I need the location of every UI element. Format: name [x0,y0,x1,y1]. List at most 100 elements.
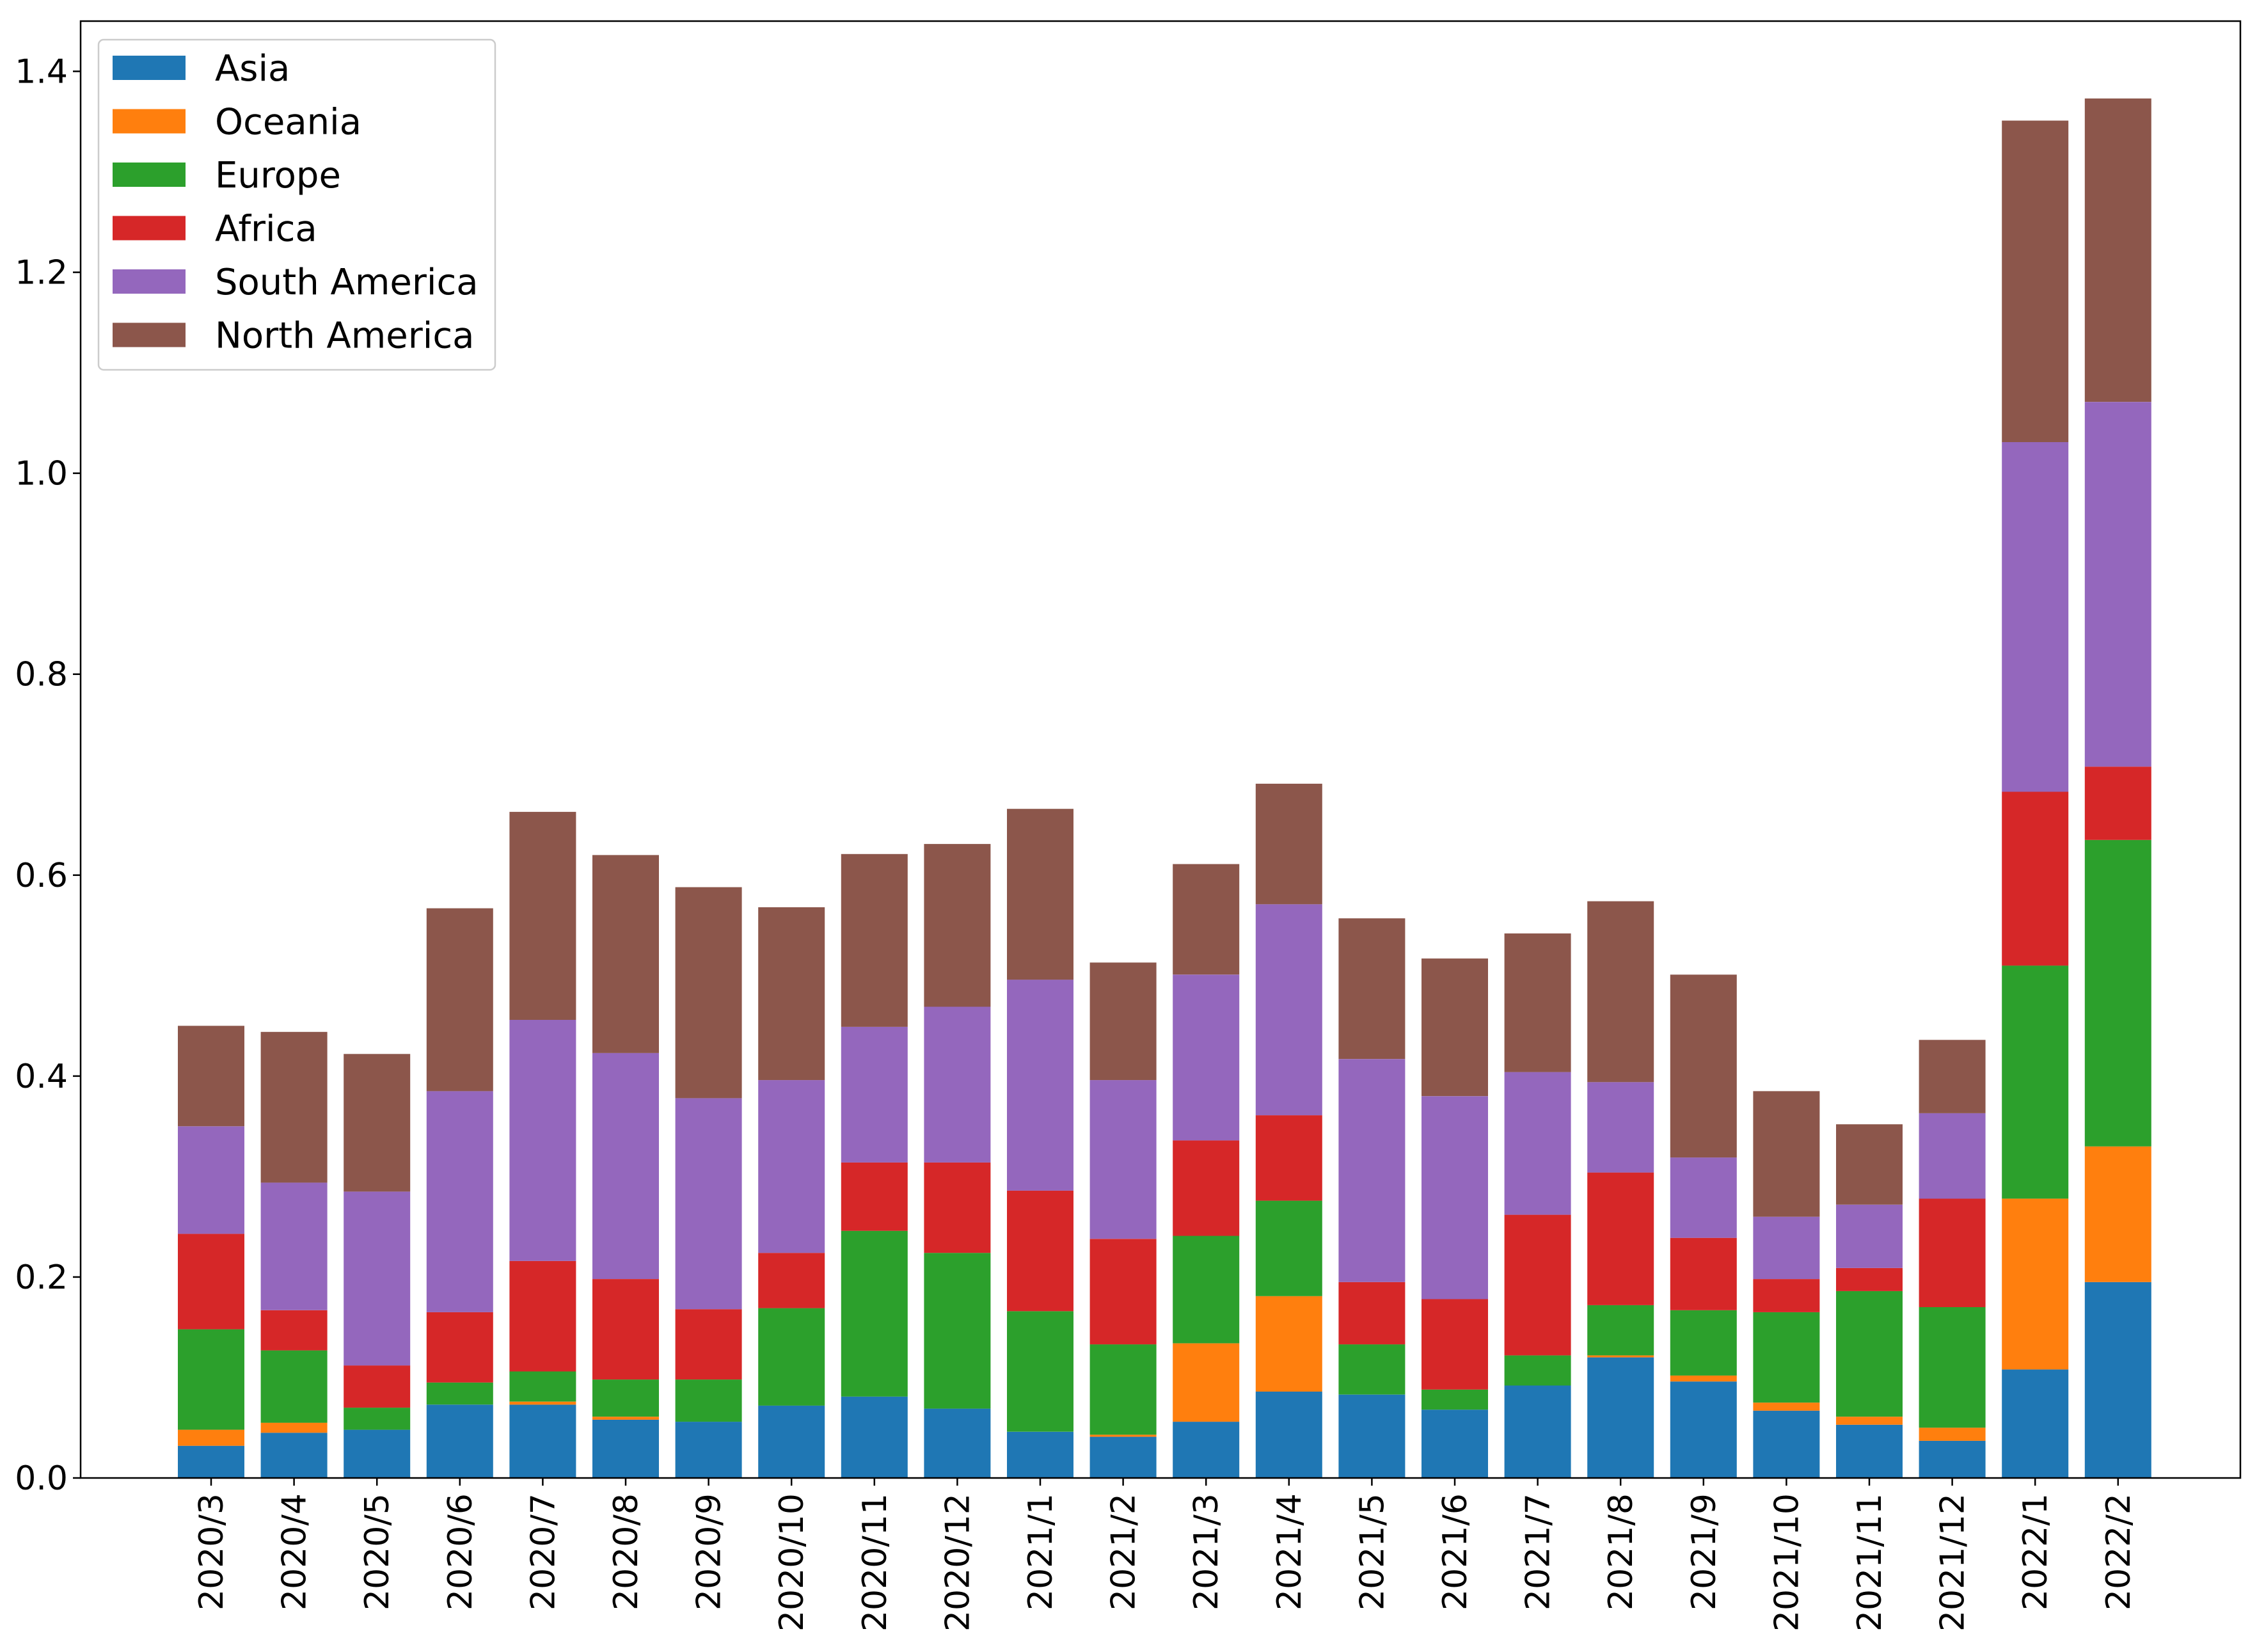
x-tick-label: 2020/10 [773,1493,811,1632]
bar-europe-2021-8 [1587,1305,1654,1356]
bar-south-america-2021-5 [1338,1059,1406,1282]
bar-europe-2022-1 [2002,965,2069,1199]
legend-swatch-south-america [113,269,186,294]
bar-europe-2021-4 [1255,1200,1322,1296]
legend-swatch-asia [113,56,186,80]
bar-south-america-2020-8 [592,1052,659,1279]
x-tick-label: 2020/12 [938,1493,977,1632]
x-tick-label: 2020/8 [607,1493,645,1610]
bar-europe-2020-4 [260,1350,328,1423]
bar-africa-2021-11 [1836,1267,1903,1291]
bar-north-america-2021-2 [1089,962,1157,1081]
bar-africa-2020-7 [509,1260,576,1372]
bar-north-america-2020-8 [592,855,659,1053]
bar-asia-2020-6 [426,1404,493,1478]
bar-europe-2020-10 [758,1308,825,1406]
bar-south-america-2021-6 [1422,1096,1488,1299]
bar-layer [178,98,2151,1478]
bar-asia-2020-5 [344,1429,411,1478]
x-tick-label: 2020/6 [441,1493,480,1610]
x-tick-label: 2021/5 [1353,1493,1391,1610]
bar-africa-2020-4 [260,1310,328,1351]
bar-north-america-2021-12 [1919,1040,1986,1113]
y-tick-label: 0.8 [15,656,68,694]
bar-north-america-2021-3 [1173,864,1240,975]
bar-africa-2021-6 [1422,1299,1488,1390]
bar-oceania-2021-12 [1919,1427,1986,1441]
bar-africa-2021-12 [1919,1198,1986,1307]
bar-asia-2022-2 [2084,1282,2151,1478]
bar-africa-2021-2 [1089,1239,1157,1345]
bar-oceania-2020-8 [592,1417,659,1420]
bar-europe-2021-5 [1338,1344,1406,1395]
bar-south-america-2021-4 [1255,904,1322,1116]
bar-south-america-2021-3 [1173,974,1240,1141]
bar-africa-2021-4 [1255,1115,1322,1201]
x-tick-label: 2021/12 [1934,1493,1972,1632]
bar-asia-2020-4 [260,1433,328,1478]
bar-north-america-2021-10 [1753,1091,1820,1217]
bar-south-america-2021-11 [1836,1204,1903,1268]
bar-south-america-2020-10 [758,1080,825,1253]
bar-africa-2020-10 [758,1253,825,1308]
bar-oceania-2021-8 [1587,1355,1654,1358]
bar-north-america-2020-4 [260,1031,328,1183]
bar-asia-2021-3 [1173,1422,1240,1478]
bar-north-america-2020-7 [509,811,576,1020]
bar-asia-2021-6 [1422,1410,1488,1478]
bar-oceania-2021-3 [1173,1343,1240,1422]
legend-swatch-europe [113,163,186,187]
bar-asia-2020-3 [178,1445,244,1478]
y-tick-label: 1.2 [15,254,68,292]
x-tick-label: 2020/9 [690,1493,729,1610]
bar-north-america-2020-6 [426,908,493,1092]
bar-south-america-2021-2 [1089,1080,1157,1239]
bar-africa-2021-10 [1753,1279,1820,1312]
bar-asia-2021-7 [1504,1385,1571,1478]
bar-north-america-2020-10 [758,907,825,1081]
bar-south-america-2020-6 [426,1091,493,1312]
legend-label-oceania: Oceania [215,102,361,143]
bar-europe-2021-7 [1504,1355,1571,1386]
bar-africa-2020-11 [841,1162,908,1231]
bar-europe-2021-9 [1670,1310,1737,1376]
bar-europe-2020-5 [344,1408,411,1430]
bar-africa-2020-9 [675,1309,742,1380]
bar-south-america-2021-1 [1007,980,1073,1191]
bar-europe-2021-6 [1422,1389,1488,1410]
bar-south-america-2020-7 [509,1019,576,1261]
y-axis: 0.0 0.2 0.4 0.6 0.8 1.0 1.2 1.4 [15,53,81,1498]
bar-africa-2021-3 [1173,1140,1240,1236]
legend-label-north-america: North America [215,315,474,357]
bar-south-america-2020-5 [344,1191,411,1366]
bar-south-america-2022-2 [2084,402,2151,767]
plot-frame [79,20,2242,1479]
bar-oceania-2020-7 [509,1401,576,1405]
bar-africa-2020-5 [344,1365,411,1408]
bar-north-america-2021-5 [1338,918,1406,1060]
bar-asia-2020-8 [592,1419,659,1478]
bar-south-america-2022-1 [2002,442,2069,792]
y-tick-label: 0.4 [15,1058,68,1096]
bar-north-america-2021-6 [1422,958,1488,1097]
bar-europe-2021-10 [1753,1312,1820,1403]
bar-europe-2020-7 [509,1371,576,1402]
bar-asia-2021-9 [1670,1381,1737,1478]
x-tick-label: 2020/11 [856,1493,894,1632]
bar-asia-2021-10 [1753,1410,1820,1478]
bar-north-america-2021-4 [1255,783,1322,905]
legend-frame [97,38,496,371]
y-tick-label: 0.2 [15,1259,68,1297]
bar-south-america-2021-10 [1753,1216,1820,1280]
bar-asia-2020-12 [924,1408,991,1478]
bar-north-america-2020-11 [841,854,908,1027]
bar-asia-2021-8 [1587,1357,1654,1478]
bar-europe-2022-2 [2084,839,2151,1147]
bar-oceania-2020-3 [178,1429,244,1446]
bar-south-america-2020-11 [841,1026,908,1163]
bar-south-america-2020-4 [260,1182,328,1310]
bar-south-america-2021-9 [1670,1157,1737,1238]
bar-africa-2021-5 [1338,1282,1406,1345]
bar-asia-2021-5 [1338,1394,1406,1478]
bar-africa-2022-2 [2084,766,2151,840]
